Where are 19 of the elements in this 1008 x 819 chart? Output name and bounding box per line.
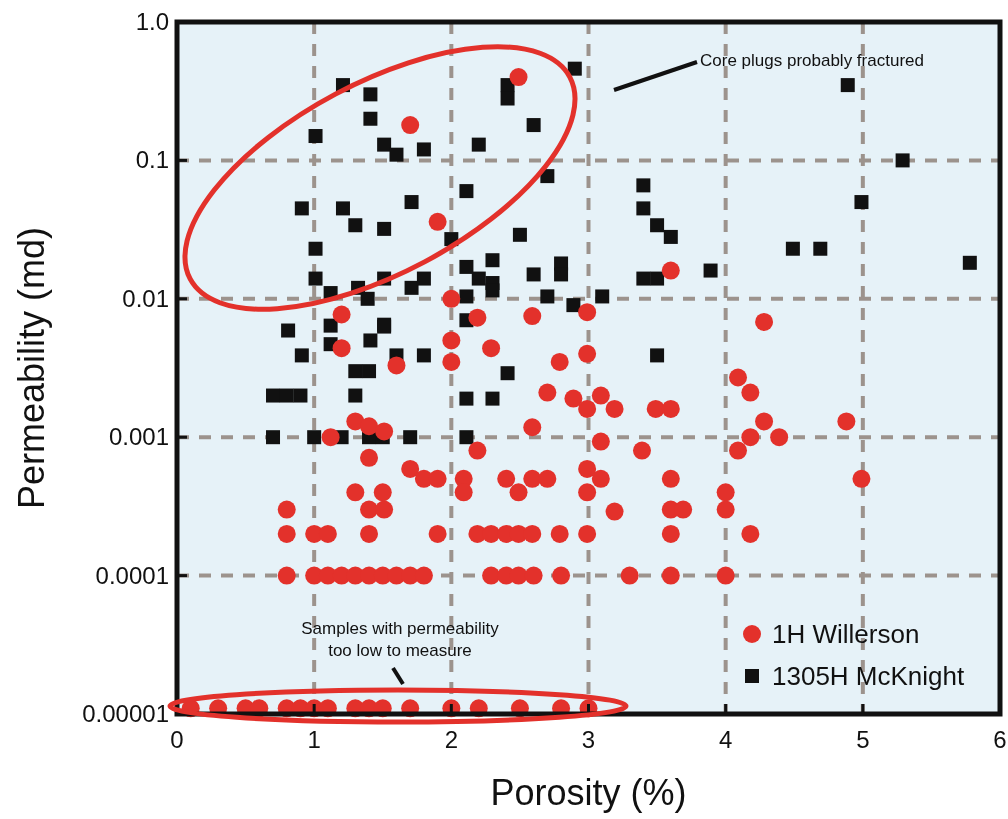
x-tick-label: 5 <box>856 726 870 753</box>
y-tick-label: 0.00001 <box>82 700 169 727</box>
legend-label: 1H Willerson <box>772 619 920 649</box>
y-tick-label: 0.1 <box>135 146 169 174</box>
x-tick-label: 3 <box>581 726 596 753</box>
x-tick-label: 1 <box>307 726 321 753</box>
x-tick-label: 6 <box>993 726 1007 753</box>
annotation: Samples with permeability too low to measure <box>301 619 500 660</box>
x-tick-label: 4 <box>718 726 733 753</box>
legend-label: 1305H McKnight <box>772 661 965 691</box>
annotation: Core plugs probably fractured <box>700 51 924 70</box>
y-tick-label: 1.0 <box>135 8 169 35</box>
x-tick-label: 0 <box>170 726 184 753</box>
x-tick-label: 2 <box>444 726 459 753</box>
y-tick-label: 0.001 <box>108 423 169 451</box>
y-tick-label: 0.01 <box>122 284 169 312</box>
y-tick-label: 0.0001 <box>95 561 169 589</box>
x-axis-title: Porosity (%) <box>490 772 687 813</box>
y-axis-title: Permeability (md) <box>11 226 52 510</box>
